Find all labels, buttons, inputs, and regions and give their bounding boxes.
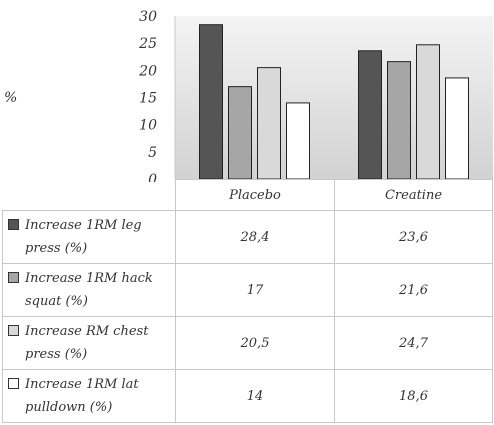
bars — [199, 24, 469, 180]
legend-swatch-lat-pulldown — [8, 378, 19, 389]
chart: % 0 5 10 15 20 25 30 — [4, 9, 493, 182]
y-tick-label: 0 — [148, 172, 157, 182]
data-label: 28,4 — [175, 210, 335, 264]
table-row: Increase RM chest press (%) 20,5 24,7 — [2, 316, 493, 370]
y-tick-label: 10 — [139, 118, 157, 134]
category-label-creatine: Creatine — [334, 179, 493, 211]
y-axis-label: % — [4, 90, 17, 106]
y-tick-label: 20 — [138, 63, 157, 79]
bar — [387, 61, 411, 180]
y-tick-label: 25 — [138, 36, 157, 52]
data-label: 21,6 — [334, 263, 493, 317]
category-label-placebo: Placebo — [175, 179, 335, 211]
data-label: 23,6 — [334, 210, 493, 264]
bar — [358, 50, 382, 180]
series-label: Increase 1RM leg press (%) — [25, 218, 142, 256]
legend-entry-hack-squat: Increase 1RM hack squat (%) — [2, 263, 176, 317]
bar — [257, 67, 281, 180]
table-header-row: Placebo Creatine — [2, 179, 493, 211]
y-tick-label: 15 — [139, 91, 157, 107]
legend-swatch-chest-press — [8, 325, 19, 336]
legend-swatch-leg-press — [8, 219, 19, 230]
series-label: Increase 1RM lat pulldown (%) — [25, 377, 139, 415]
y-tick-label: 5 — [148, 145, 157, 161]
data-label: 17 — [175, 263, 335, 317]
series-label: Increase 1RM hack squat (%) — [25, 271, 153, 309]
bar — [445, 77, 469, 180]
legend-entry-chest-press: Increase RM chest press (%) — [2, 316, 176, 370]
legend-entry-lat-pulldown: Increase 1RM lat pulldown (%) — [2, 369, 176, 423]
y-tick-label: 30 — [139, 9, 157, 25]
data-label: 24,7 — [334, 316, 493, 370]
table-row: Increase 1RM lat pulldown (%) 14 18,6 — [2, 369, 493, 423]
data-table: Placebo Creatine Increase 1RM leg press … — [2, 179, 493, 423]
table-row: Increase 1RM hack squat (%) 17 21,6 — [2, 263, 493, 317]
bar — [228, 86, 252, 180]
series-label: Increase RM chest press (%) — [25, 324, 149, 362]
bar — [286, 102, 310, 180]
data-label: 14 — [175, 369, 335, 423]
legend-entry-leg-press: Increase 1RM leg press (%) — [2, 210, 176, 264]
legend-swatch-hack-squat — [8, 272, 19, 283]
bar — [199, 24, 223, 180]
data-label: 18,6 — [334, 369, 493, 423]
table-row: Increase 1RM leg press (%) 28,4 23,6 — [2, 210, 493, 264]
data-label: 20,5 — [175, 316, 335, 370]
y-ticks: 0 5 10 15 20 25 30 — [138, 9, 157, 182]
table-corner — [2, 179, 176, 211]
bar — [416, 44, 440, 180]
